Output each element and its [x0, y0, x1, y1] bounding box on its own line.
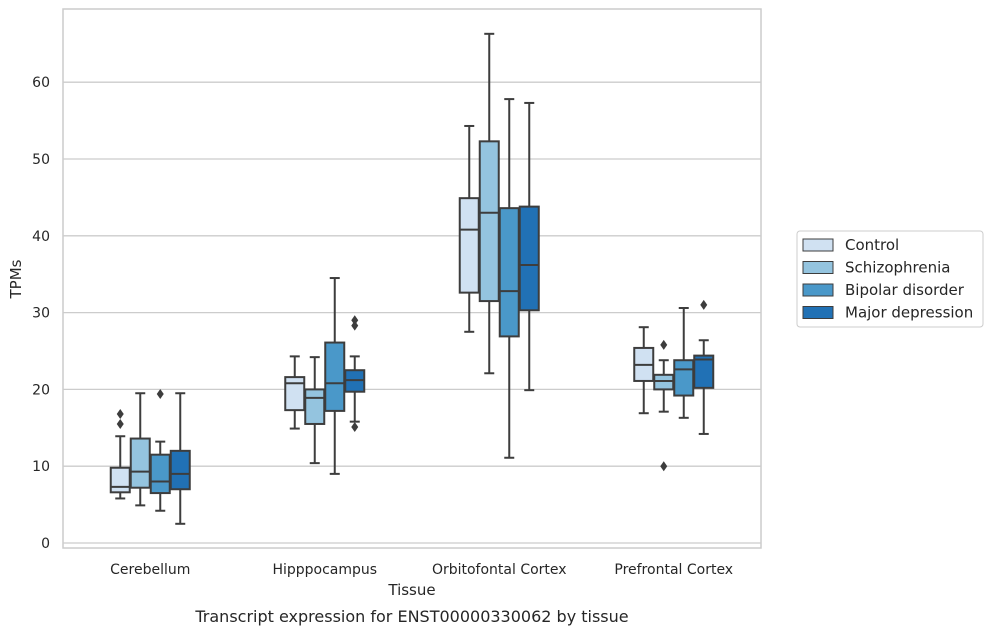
box-major-depression-1	[344, 315, 366, 433]
box-control-0	[109, 408, 131, 500]
legend-entry-label: Control	[845, 236, 899, 254]
box-iqr	[498, 207, 520, 338]
y-axis-label: TPMs	[7, 259, 25, 299]
box-schizophrenia-2	[478, 32, 500, 375]
chart-caption: Transcript expression for ENST0000033006…	[194, 607, 628, 626]
outlier-point	[351, 422, 359, 433]
box-iqr	[324, 341, 346, 412]
x-axis-label: Tissue	[387, 581, 435, 599]
legend: Control Schizophrenia Bipolar disorder Majo…	[796, 230, 984, 328]
outlier-point	[116, 408, 124, 419]
x-tick-label: Prefrontal Cortex	[614, 562, 733, 578]
y-tick-label: 10	[32, 459, 50, 475]
legend-entry-label: Major depression	[845, 304, 973, 322]
box-bipolar-disorder-0	[149, 389, 171, 512]
legend-swatch	[802, 283, 834, 297]
x-tick-label: Orbitofontal Cortex	[432, 562, 567, 578]
box-groups	[109, 32, 715, 525]
box-control-2	[458, 124, 480, 333]
box-major-depression-0	[169, 392, 191, 525]
legend-swatch	[802, 238, 834, 252]
box-iqr	[653, 373, 675, 391]
outlier-point	[116, 418, 124, 429]
box-iqr	[109, 466, 131, 494]
box-control-3	[633, 326, 655, 415]
y-tick-label: 50	[32, 152, 50, 168]
box-iqr	[149, 453, 171, 495]
box-iqr	[673, 359, 695, 397]
box-control-1	[284, 355, 306, 430]
box-iqr	[129, 437, 151, 489]
box-iqr	[458, 197, 480, 294]
y-tick-labels: 0 10 20 30 40 50 60	[32, 75, 50, 552]
box-major-depression-2	[518, 101, 540, 392]
legend-frame	[796, 230, 984, 328]
legend-entry-label: Bipolar disorder	[845, 281, 965, 299]
box-iqr	[518, 205, 540, 312]
box-iqr	[304, 388, 326, 425]
x-tick-label: Cerebellum	[110, 562, 190, 578]
box-iqr	[284, 376, 306, 412]
x-tick-labels: Cerebellum Hipppocampus Orbitofontal Corte…	[110, 562, 733, 578]
outlier-point	[351, 315, 359, 326]
y-tick-label: 0	[41, 536, 50, 552]
x-tick-label: Hipppocampus	[272, 562, 377, 578]
outlier-point	[660, 461, 668, 472]
plot-frame	[62, 8, 762, 549]
outlier-point	[700, 299, 708, 310]
y-tick-label: 20	[32, 382, 50, 398]
outlier-point	[660, 339, 668, 350]
box-iqr	[169, 449, 191, 491]
legend-entry-label: Schizophrenia	[845, 259, 950, 277]
outlier-point	[351, 320, 359, 331]
box-iqr	[478, 140, 500, 303]
outlier-point	[156, 389, 164, 400]
box-bipolar-disorder-1	[324, 277, 346, 475]
box-iqr	[693, 354, 715, 389]
legend-swatch	[802, 306, 834, 319]
legend-swatch	[802, 261, 834, 274]
y-tick-label: 40	[32, 229, 50, 245]
box-major-depression-3	[693, 299, 715, 435]
y-tick-label: 60	[32, 75, 50, 91]
box-schizophrenia-3	[653, 339, 675, 472]
y-tick-label: 30	[32, 306, 50, 322]
box-schizophrenia-0	[129, 392, 151, 507]
